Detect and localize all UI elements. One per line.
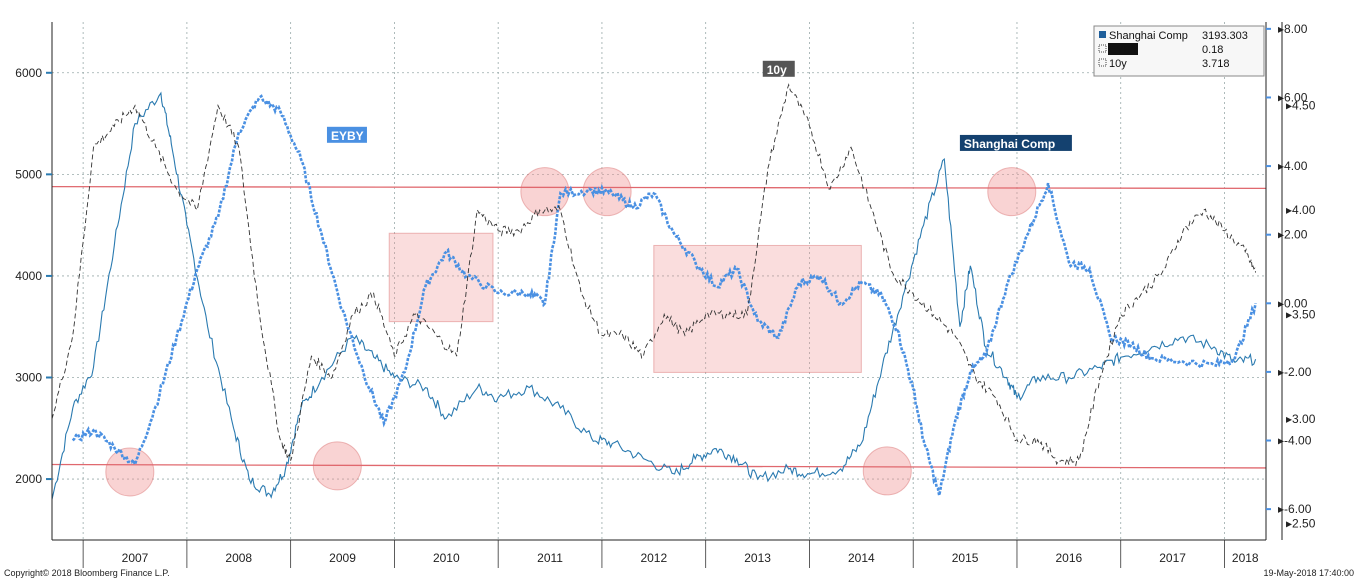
legend-value: 0.18 bbox=[1202, 44, 1223, 56]
right1-tick-label: ▸2.00 bbox=[1278, 228, 1308, 242]
series-line-eyby bbox=[71, 94, 1257, 496]
legend-name: Shanghai Comp bbox=[1109, 30, 1188, 42]
x-tick-label: 2015 bbox=[952, 551, 979, 565]
legend-name: 10y bbox=[1109, 58, 1127, 70]
right2-tick-label: ▸4.00 bbox=[1286, 203, 1316, 217]
legend-name-highlight bbox=[1108, 43, 1138, 55]
highlight-circle bbox=[987, 167, 1037, 217]
x-tick-label: 2011 bbox=[537, 551, 563, 565]
right1-tick-label: ▸-4.00 bbox=[1278, 434, 1312, 448]
grid bbox=[52, 22, 1266, 540]
highlight-boxes bbox=[388, 232, 862, 373]
series-label-bg bbox=[959, 134, 1072, 151]
series-label: 10y bbox=[767, 63, 787, 77]
reference-lines bbox=[51, 186, 1267, 469]
legend-value: 3.718 bbox=[1202, 58, 1230, 70]
legend-name: EYBY bbox=[1109, 44, 1139, 56]
series-line-10y bbox=[51, 83, 1257, 467]
x-axis-years: 2007 2008 2009 2010 2011 2012 2013 2014 2015 2016… bbox=[82, 540, 1259, 568]
highlight-circle bbox=[520, 167, 570, 217]
x-tick-label: 2009 bbox=[329, 551, 356, 565]
x-tick-label: 2016 bbox=[1056, 551, 1083, 565]
highlight-box bbox=[653, 244, 862, 373]
left-tick-label: 3000 bbox=[15, 370, 42, 384]
left-tick-label: 6000 bbox=[15, 66, 42, 80]
right1-tick-label: ▸0.00 bbox=[1278, 296, 1308, 310]
x-tick-label: 2007 bbox=[122, 551, 149, 565]
series-label: EYBY bbox=[331, 129, 364, 143]
legend-swatch bbox=[1099, 31, 1106, 38]
series-label-bg bbox=[326, 126, 367, 143]
legend-value: 3193.303 bbox=[1202, 30, 1248, 42]
right1-tick-label: ▸-6.00 bbox=[1278, 502, 1312, 516]
left-tick-label: 5000 bbox=[15, 167, 42, 181]
x-tick-label: 2017 bbox=[1159, 551, 1186, 565]
legend-swatch bbox=[1098, 44, 1107, 53]
reference-line bbox=[51, 186, 1267, 190]
legend: Shanghai Comp 3193.303 EYBY 0.18 10y 3.718 bbox=[1093, 25, 1265, 77]
axes: 2000 3000 4000 5000 6000 ▸-6.00 ▸-4.00 ▸-2.00 ▸0… bbox=[15, 22, 1316, 541]
x-tick-label: 2018 bbox=[1232, 551, 1259, 565]
right2-tick-label: ▸2.50 bbox=[1286, 516, 1316, 530]
series-label-bg bbox=[762, 60, 795, 77]
reference-line bbox=[51, 463, 1267, 469]
right2-tick-label: ▸3.00 bbox=[1286, 412, 1316, 426]
right1-tick-label: ▸-2.00 bbox=[1278, 365, 1312, 379]
right2-tick-label: ▸3.50 bbox=[1286, 307, 1316, 321]
legend-swatch bbox=[1098, 58, 1107, 67]
right1-tick-label: ▸8.00 bbox=[1278, 22, 1308, 36]
series-lines bbox=[51, 83, 1257, 500]
highlight-circle bbox=[862, 446, 912, 496]
copyright-text: Copyright© 2018 Bloomberg Finance L.P. bbox=[4, 568, 170, 578]
series-line-shanghai-comp bbox=[51, 91, 1257, 500]
left-tick-label: 4000 bbox=[15, 269, 42, 283]
highlight-circle bbox=[105, 447, 155, 497]
x-tick-label: 2010 bbox=[433, 551, 460, 565]
x-tick-label: 2013 bbox=[744, 551, 771, 565]
series-label: Shanghai Comp bbox=[964, 137, 1055, 151]
timestamp-text: 19-May-2018 17:40:00 bbox=[1263, 568, 1354, 578]
right1-tick-label: ▸4.00 bbox=[1278, 159, 1308, 173]
left-tick-label: 2000 bbox=[15, 472, 42, 486]
series-labels: EYBY 10y Shanghai Comp bbox=[326, 60, 1072, 151]
x-tick-label: 2014 bbox=[848, 551, 875, 565]
right1-tick-label: ▸6.00 bbox=[1278, 90, 1308, 104]
x-tick-label: 2008 bbox=[225, 551, 252, 565]
right2-tick-label: ▸4.50 bbox=[1286, 99, 1316, 113]
x-tick-label: 2012 bbox=[640, 551, 667, 565]
